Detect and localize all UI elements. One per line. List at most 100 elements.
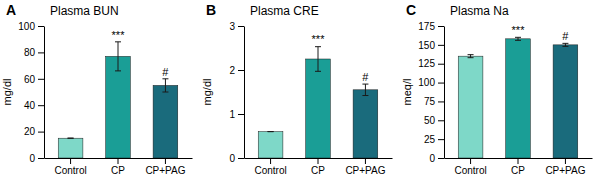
x-tick-mark	[270, 158, 271, 164]
x-tick-mark	[70, 158, 71, 164]
error-bar-cap	[268, 131, 274, 132]
error-bar-cap	[362, 84, 368, 85]
x-tick: CP+PAG	[345, 158, 385, 176]
y-tick: 100	[18, 21, 44, 32]
error-bar-cap	[162, 92, 168, 93]
y-tick: 125	[418, 58, 444, 69]
annotation: ***	[312, 33, 326, 45]
error-bar	[468, 55, 474, 58]
title: Plasma Na	[450, 4, 509, 18]
y-tick-label: 40	[24, 100, 36, 111]
error-bar-cap	[268, 131, 274, 132]
error-bar-cap	[362, 95, 368, 96]
x-axis: ControlCPCP+PAG	[45, 158, 193, 176]
x-tick: CP+PAG	[545, 158, 585, 176]
x-tick-label: CP	[311, 165, 325, 176]
x-tick-label: Control	[254, 165, 286, 176]
y-tick: 80	[24, 47, 44, 58]
error-bar-cap	[562, 43, 568, 44]
y-tick: 175	[418, 21, 444, 32]
error-bar-cap	[515, 40, 521, 41]
error-bar-cap	[315, 46, 321, 47]
error-bar	[362, 84, 368, 95]
annotation: ***	[112, 29, 126, 41]
x-tick: CP	[311, 158, 325, 176]
figure: 020406080100ControlCPCP+PAG***#mg/dlAPla…	[0, 0, 600, 178]
error-bar	[315, 47, 321, 72]
y-tick-mark	[38, 52, 44, 53]
bar	[153, 85, 178, 158]
y-tick-label: 60	[24, 74, 36, 85]
y-tick-label: 100	[18, 21, 35, 32]
error-bar-cap	[562, 46, 568, 47]
x-tick-mark	[165, 158, 166, 164]
y-tick-label: 125	[418, 58, 435, 69]
y-tick-label: 0	[229, 153, 235, 164]
y-tick: 0	[429, 153, 444, 164]
x-tick-label: CP+PAG	[545, 165, 585, 176]
x-tick-label: CP	[111, 165, 125, 176]
y-axis: 0 20 40 60 80 100	[18, 21, 44, 164]
title: Plasma CRE	[250, 4, 319, 18]
error-bar-line	[165, 79, 166, 92]
y-tick-mark	[438, 101, 444, 102]
y-tick-label: 3	[229, 21, 235, 32]
x-tick: Control	[454, 158, 486, 176]
error-bar-cap	[68, 138, 74, 139]
error-bar-cap	[162, 78, 168, 79]
error-bar-cap	[68, 138, 74, 139]
y-tick-mark	[438, 158, 444, 159]
y-tick: 75	[424, 96, 444, 107]
y-tick: 60	[24, 74, 44, 85]
y-tick-mark	[238, 26, 244, 27]
y-tick-mark	[38, 79, 44, 80]
error-bar	[68, 138, 74, 139]
x-axis: Control CP CP+PAG	[445, 158, 593, 176]
y-tick: 0	[29, 153, 44, 164]
bar	[506, 39, 531, 158]
error-bar-cap	[468, 57, 474, 58]
title: Plasma BUN	[50, 4, 119, 18]
error-bar	[115, 42, 121, 71]
marks	[258, 47, 378, 158]
x-tick-label: CP+PAG	[345, 165, 385, 176]
error-bar	[268, 131, 274, 132]
y-tick-mark	[438, 120, 444, 121]
annotation: #	[562, 30, 569, 42]
y-tick-mark	[38, 158, 44, 159]
y-tick: 40	[24, 100, 44, 111]
x-tick: CP	[511, 158, 525, 176]
y-tick: 0	[229, 153, 244, 164]
y-tick-label: 175	[418, 21, 435, 32]
panel-label: A	[6, 2, 16, 18]
x-tick-mark	[318, 158, 319, 164]
x-tick-mark	[118, 158, 119, 164]
y-tick-label: 2	[229, 65, 235, 76]
error-bar-cap	[515, 37, 521, 38]
bar	[306, 59, 331, 158]
y-tick-label: 75	[424, 96, 436, 107]
x-tick-mark	[365, 158, 366, 164]
error-bar-cap	[115, 70, 121, 71]
y-tick-mark	[38, 132, 44, 133]
bar	[258, 132, 283, 158]
error-bar-line	[365, 84, 366, 95]
panel: 0123ControlCPCP+PAG***#mg/dlBPlasma CRE	[201, 2, 393, 176]
y-axis-line	[444, 27, 445, 159]
error-bar-cap	[115, 41, 121, 42]
error-bar-cap	[468, 54, 474, 55]
bar	[458, 56, 483, 158]
x-tick: Control	[54, 158, 86, 176]
y-axis-title: meq/l	[401, 79, 413, 106]
bar	[106, 56, 131, 158]
y-axis-title: mg/dl	[201, 79, 213, 106]
y-tick-label: 0	[429, 153, 435, 164]
annotation: #	[162, 66, 169, 78]
x-tick-label: Control	[454, 165, 486, 176]
y-tick-label: 20	[24, 126, 36, 137]
x-tick-mark	[470, 158, 471, 164]
error-bar	[162, 79, 168, 92]
error-bar	[515, 37, 521, 40]
y-tick-label: 0	[29, 153, 35, 164]
y-tick-mark	[438, 64, 444, 65]
